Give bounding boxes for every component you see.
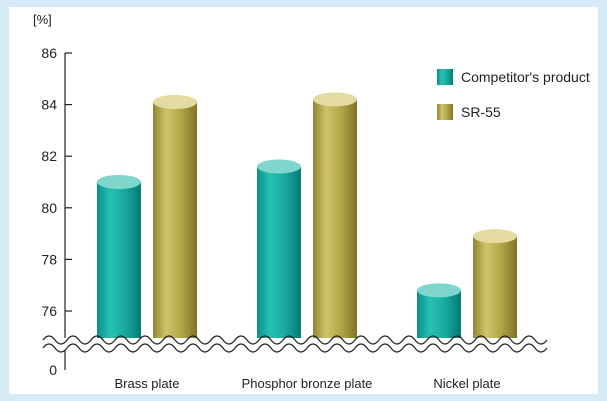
category-label: Brass plate: [114, 376, 179, 391]
y-unit-label: [%]: [33, 12, 52, 27]
category-label: Phosphor bronze plate: [242, 376, 373, 391]
y-tick-label: 76: [41, 303, 57, 319]
bar-top: [153, 95, 197, 110]
y-axis: 0 76 78 80 82 84 86: [41, 45, 72, 378]
bar-top: [97, 175, 141, 189]
bar-top: [257, 159, 301, 174]
y-tick-label: 78: [41, 251, 57, 267]
y-tick-label: 82: [41, 148, 57, 164]
break-line-lower: [42, 343, 548, 353]
bar-top: [313, 92, 357, 107]
bars: [97, 92, 517, 350]
chart-frame: [%] 0 76 78 80 82 84 86 Brass plate Phosphor br…: [9, 7, 598, 394]
y-tick-label: 84: [41, 97, 57, 113]
bar: [257, 166, 301, 343]
legend-swatch: [437, 104, 453, 120]
bar-top: [417, 283, 461, 298]
bar: [473, 236, 517, 343]
axis-break: [42, 335, 548, 353]
category-label: Nickel plate: [433, 376, 500, 391]
break-line-upper: [42, 335, 548, 345]
y-tick-label: 0: [49, 362, 57, 378]
legend: Competitor's product SR-55: [437, 69, 590, 120]
bar-chart: [%] 0 76 78 80 82 84 86 Brass plate Phosphor br…: [33, 12, 590, 391]
bar: [97, 182, 141, 343]
legend-swatch: [437, 69, 453, 85]
bar-top: [473, 229, 517, 244]
legend-label: SR-55: [461, 104, 501, 120]
legend-label: Competitor's product: [461, 69, 590, 85]
category-labels: Brass plate Phosphor bronze plate Nickel p…: [114, 376, 500, 391]
bar: [417, 290, 461, 343]
y-tick-label: 80: [41, 200, 57, 216]
y-tick-label: 86: [41, 45, 57, 61]
bar: [313, 99, 357, 343]
bar: [153, 102, 197, 344]
